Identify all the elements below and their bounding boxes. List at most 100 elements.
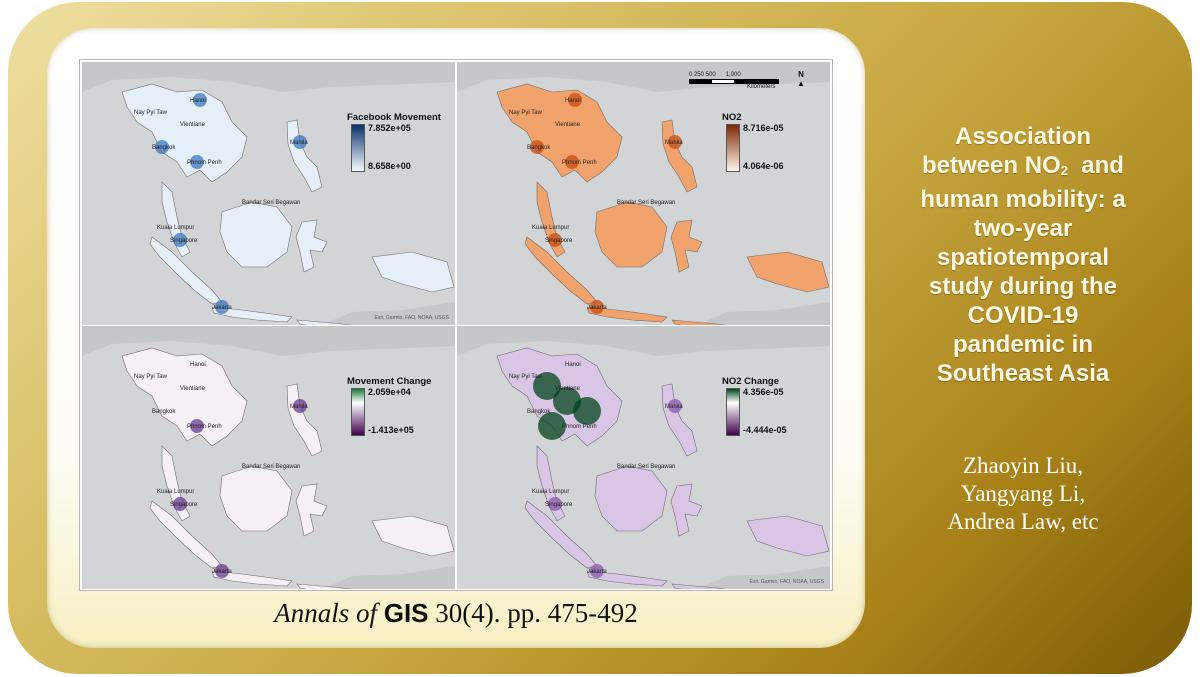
hotspot [293,399,307,413]
hotspot [548,497,562,511]
city-label: Singapore [545,502,573,508]
country-shape [219,465,293,532]
city-label: Nay Pyi Taw [509,374,543,380]
map-attribution: Esri, Garmin, FAO, NOAA, USGS [749,579,824,585]
hotspot [533,372,561,400]
hotspot [190,155,204,169]
hotspot [190,419,204,433]
city-label: Vientiane [180,122,206,128]
country-shape [671,319,726,325]
legend-min: -4.444e-05 [743,425,787,435]
title-line: Association [954,123,1092,150]
city-label: Nay Pyi Taw [509,110,543,116]
hotspot [215,564,229,578]
neighbor-land [82,326,455,356]
map-canvas: Hanoi Nay Pyi Taw Vientiane Bangkok Phnom Pe… [457,326,830,589]
legend: NO2 Change 4.356e-05 -4.444e-05 [722,376,830,446]
country-shape [670,483,703,537]
city-label: Nay Pyi Taw [134,374,168,380]
neighbor-land [697,566,830,589]
hotspot [565,155,579,169]
city-label: Manila [290,140,308,146]
city-label: Hanoi [190,362,206,368]
neighbor-land [322,566,455,589]
hotspot [668,135,682,149]
city-label: Kuala Lumpur [532,225,569,231]
legend-min: 8.658e+00 [368,161,411,171]
north-arrow-icon: N ▲ [797,70,805,88]
city-label: Vientiane [555,386,581,392]
country-shape [149,500,223,569]
hotspot [173,497,187,511]
country-shape [586,570,668,587]
country-shape [149,236,223,305]
city-label: Manila [290,404,308,410]
city-label: Kuala Lumpur [157,225,194,231]
scale-ticks: 0 250 500 1,000 [689,72,741,78]
city-label: Phnom Penh [562,424,597,430]
map-canvas: Hanoi Nay Pyi Taw Vientiane Bangkok Phnom Pe… [82,62,455,325]
city-label: Hanoi [565,362,581,368]
title-line: between NO2 and [922,152,1124,179]
city-label: Bangkok [527,145,551,151]
city-label: Kuala Lumpur [532,489,569,495]
legend-max: 4.356e-05 [743,387,784,397]
legend-colorbar [726,124,740,172]
country-shape [121,347,248,447]
neighbor-land [457,62,830,92]
author: Zhaoyin Liu, [962,453,1084,478]
city-label: Jakarta [212,569,232,575]
country-shape [211,570,293,587]
city-label: Bangkok [152,145,176,151]
country-shape [671,583,726,589]
author: Yangyang Li, [960,481,1086,506]
neighbor-land [457,326,830,356]
scale-unit: Kilometers [747,84,776,90]
country-shape [219,201,293,268]
city-label: Hanoi [190,98,206,104]
country-shape [670,219,703,273]
legend-colorbar [351,388,365,436]
legend-title: Facebook Movement [347,112,441,123]
legend-title: Movement Change [347,376,432,387]
city-label: Singapore [170,502,198,508]
country-shape [211,306,293,323]
country-shape [524,500,598,569]
hotspot [573,397,601,425]
hotspot [538,412,566,440]
hotspot [293,135,307,149]
map-figure: Hanoi Nay Pyi Taw Vientiane Bangkok Phnom Pe… [79,59,833,591]
city-label: Vientiane [180,386,206,392]
country-shape [586,306,668,323]
legend-max: 2.059e+04 [368,387,411,397]
panel-movement-change: Hanoi Nay Pyi Taw Vientiane Bangkok Phnom Pe… [82,326,455,589]
citation-details: 30(4). pp. 475-492 [435,598,638,628]
city-label: Phnom Penh [187,424,222,430]
country-shape [371,251,455,293]
country-shape [296,319,351,325]
author: Andrea Law, etc [947,509,1099,534]
country-shape [536,445,566,522]
title-line: Southeast Asia [936,360,1110,387]
title-line: human mobility: a [920,186,1126,213]
city-label: Jakarta [587,305,607,311]
city-label: Vientiane [555,122,581,128]
country-shape [496,83,623,183]
country-shape [161,181,191,258]
paper-title: Association between NO2 and human mobili… [888,122,1158,388]
legend: NO2 8.716e-05 4.064e-06 [722,112,830,182]
country-shape [295,219,328,273]
map-attribution: Esri, Garmin, FAO, NOAA, USGS [374,315,449,321]
hotspot [590,564,604,578]
title-line: spatiotemporal [936,244,1110,271]
city-label: Bangkok [152,409,176,415]
map-canvas: Hanoi Nay Pyi Taw Vientiane Bangkok Phnom Pe… [82,326,455,589]
city-label: Bandar Seri Begawan [617,200,675,206]
hotspot [548,233,562,247]
neighbor-land [697,302,830,325]
scale-bar: 0 250 500 1,000 Kilometers [689,72,809,98]
legend-title: NO2 Change [722,376,780,387]
legend-colorbar [351,124,365,172]
legend-min: -1.413e+05 [368,425,414,435]
neighbor-land [82,62,455,92]
